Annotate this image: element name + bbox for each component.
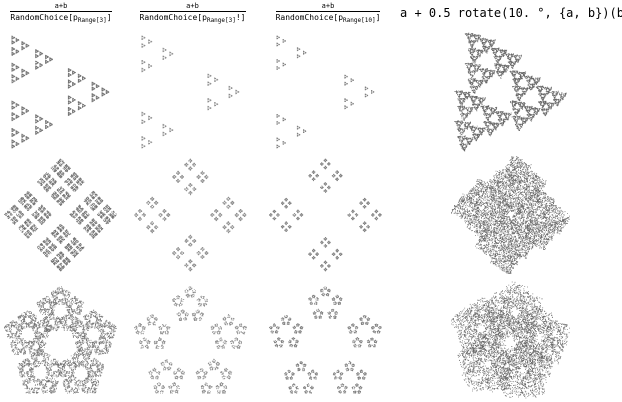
function: RandomChoice[ <box>10 13 74 22</box>
subscript: Range[10] <box>343 17 376 24</box>
numerator: a+b <box>10 2 112 12</box>
column-header: a+b RandomChoice[pRange[3]] <box>0 2 122 24</box>
fractal <box>454 32 567 152</box>
fractal <box>4 286 117 394</box>
fractal <box>451 281 570 399</box>
suffix: ] <box>375 13 381 22</box>
numerator: a+b <box>139 2 246 12</box>
fractal <box>4 158 117 272</box>
fractal <box>134 286 247 394</box>
fractal <box>11 35 110 149</box>
numerator: a+b <box>275 2 381 12</box>
fractal <box>451 156 570 274</box>
column-header: a+b RandomChoice[pRange[10]] <box>264 2 392 24</box>
fractal <box>269 286 382 394</box>
suffix: ] <box>106 13 112 22</box>
function: RandomChoice[ <box>275 13 339 22</box>
symbol: p <box>202 13 207 22</box>
formula: a + 0.5 rotate(10. °, {a, b})(b - a) <box>400 6 622 20</box>
symbol: p <box>338 13 344 22</box>
suffix: !] <box>235 13 246 22</box>
fractal <box>276 35 375 149</box>
fractal <box>141 35 240 149</box>
column-header: a+b RandomChoice[pRange[3]!] <box>130 2 255 24</box>
fractal <box>134 158 247 272</box>
fractal <box>269 158 382 272</box>
subscript: Range[3] <box>77 17 107 24</box>
function: RandomChoice[ <box>139 13 203 22</box>
subscript: Range[3] <box>206 17 236 24</box>
symbol: p <box>73 13 78 22</box>
